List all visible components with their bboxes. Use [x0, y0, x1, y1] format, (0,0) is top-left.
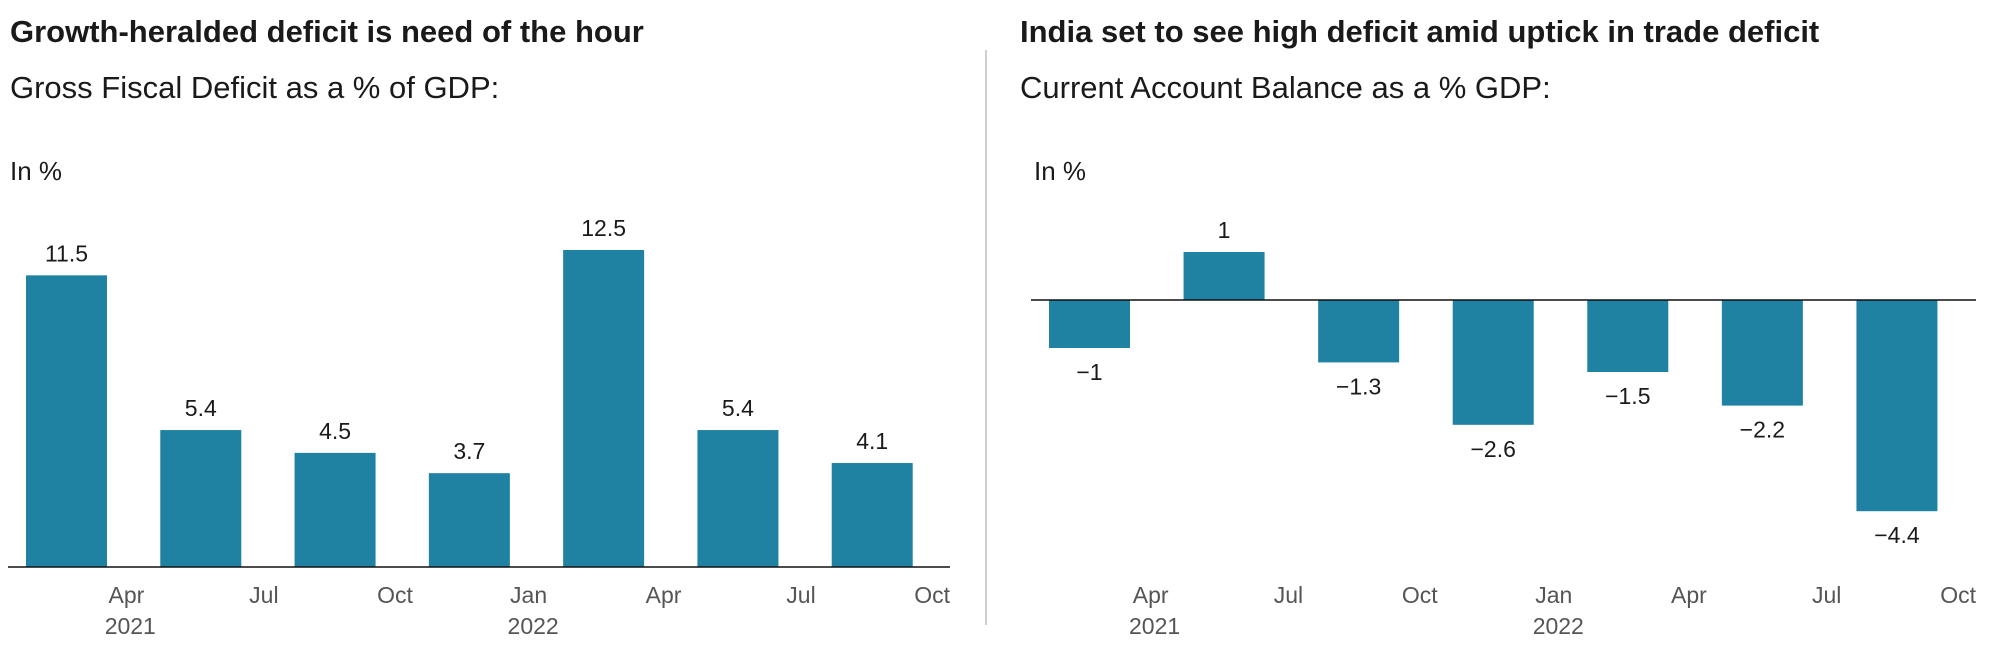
- bar: [1452, 300, 1534, 425]
- bar: [831, 463, 913, 567]
- x-tick-label: Jul: [249, 582, 278, 608]
- data-label: −2.6: [1471, 436, 1516, 462]
- bar: [697, 430, 779, 567]
- data-label: 3.7: [453, 438, 485, 464]
- x-year-label: 2022: [1533, 613, 1584, 639]
- chart-title: Growth-heralded deficit is need of the h…: [10, 14, 644, 49]
- x-tick-label: Oct: [914, 582, 950, 608]
- bar: [1049, 300, 1130, 348]
- x-tick-label: Jan: [1535, 582, 1572, 608]
- x-tick-label: Apr: [108, 582, 144, 608]
- x-year-label: 2021: [1129, 613, 1180, 639]
- x-tick-label: Jan: [510, 582, 547, 608]
- bar: [563, 250, 645, 567]
- data-label: −1.5: [1605, 383, 1650, 409]
- bar: [160, 430, 242, 567]
- current-account-bar-chart: −1 Apr 2021 1 Jul −1.3 Oct −2.6 Jan 2022 −1.5 Apr −2…: [1031, 217, 1977, 639]
- data-label: 5.4: [185, 395, 217, 421]
- panel-divider: [985, 50, 987, 625]
- x-tick-label: Apr: [1133, 582, 1169, 608]
- x-tick-label: Jul: [786, 582, 815, 608]
- x-year-label: 2022: [508, 613, 559, 639]
- bar: [1318, 300, 1400, 363]
- bar: [294, 452, 376, 567]
- bar: [1587, 300, 1669, 372]
- data-label: −4.4: [1874, 522, 1920, 548]
- chart-subtitle: Gross Fiscal Deficit as a % of GDP:: [10, 70, 500, 105]
- data-label: −1: [1076, 359, 1102, 385]
- bar: [1183, 252, 1265, 300]
- bar: [1856, 300, 1938, 512]
- x-tick-label: Jul: [1274, 582, 1303, 608]
- x-year-label: 2021: [105, 613, 156, 639]
- x-tick-label: Apr: [1671, 582, 1707, 608]
- x-tick-label: Oct: [1940, 582, 1976, 608]
- x-tick-label: Jul: [1812, 582, 1841, 608]
- unit-label: In %: [1034, 156, 1087, 186]
- bar: [428, 473, 510, 567]
- fiscal-deficit-chart-panel: Growth-heralded deficit is need of the h…: [0, 0, 985, 648]
- x-tick-label: Oct: [377, 582, 413, 608]
- data-label: −2.2: [1740, 417, 1785, 443]
- current-account-chart-panel: India set to see high deficit amid uptic…: [1010, 0, 1990, 648]
- data-label: 4.1: [856, 428, 888, 454]
- x-tick-label: Oct: [1402, 582, 1438, 608]
- bar: [1721, 300, 1803, 406]
- data-label: 5.4: [722, 395, 754, 421]
- data-label: −1.3: [1336, 373, 1381, 399]
- bar: [26, 275, 107, 567]
- data-label: 1: [1218, 217, 1231, 243]
- data-label: 4.5: [319, 418, 351, 444]
- fiscal-deficit-bar-chart: 11.5 Apr 2021 5.4 Jul 4.5 Oct 3.7 Jan 2022 12.5 Apr…: [8, 215, 951, 639]
- chart-title: India set to see high deficit amid uptic…: [1020, 14, 1820, 49]
- unit-label: In %: [10, 156, 63, 186]
- x-tick-label: Apr: [646, 582, 682, 608]
- data-label: 11.5: [45, 240, 88, 266]
- chart-subtitle: Current Account Balance as a % GDP:: [1020, 70, 1551, 105]
- data-label: 12.5: [581, 215, 626, 241]
